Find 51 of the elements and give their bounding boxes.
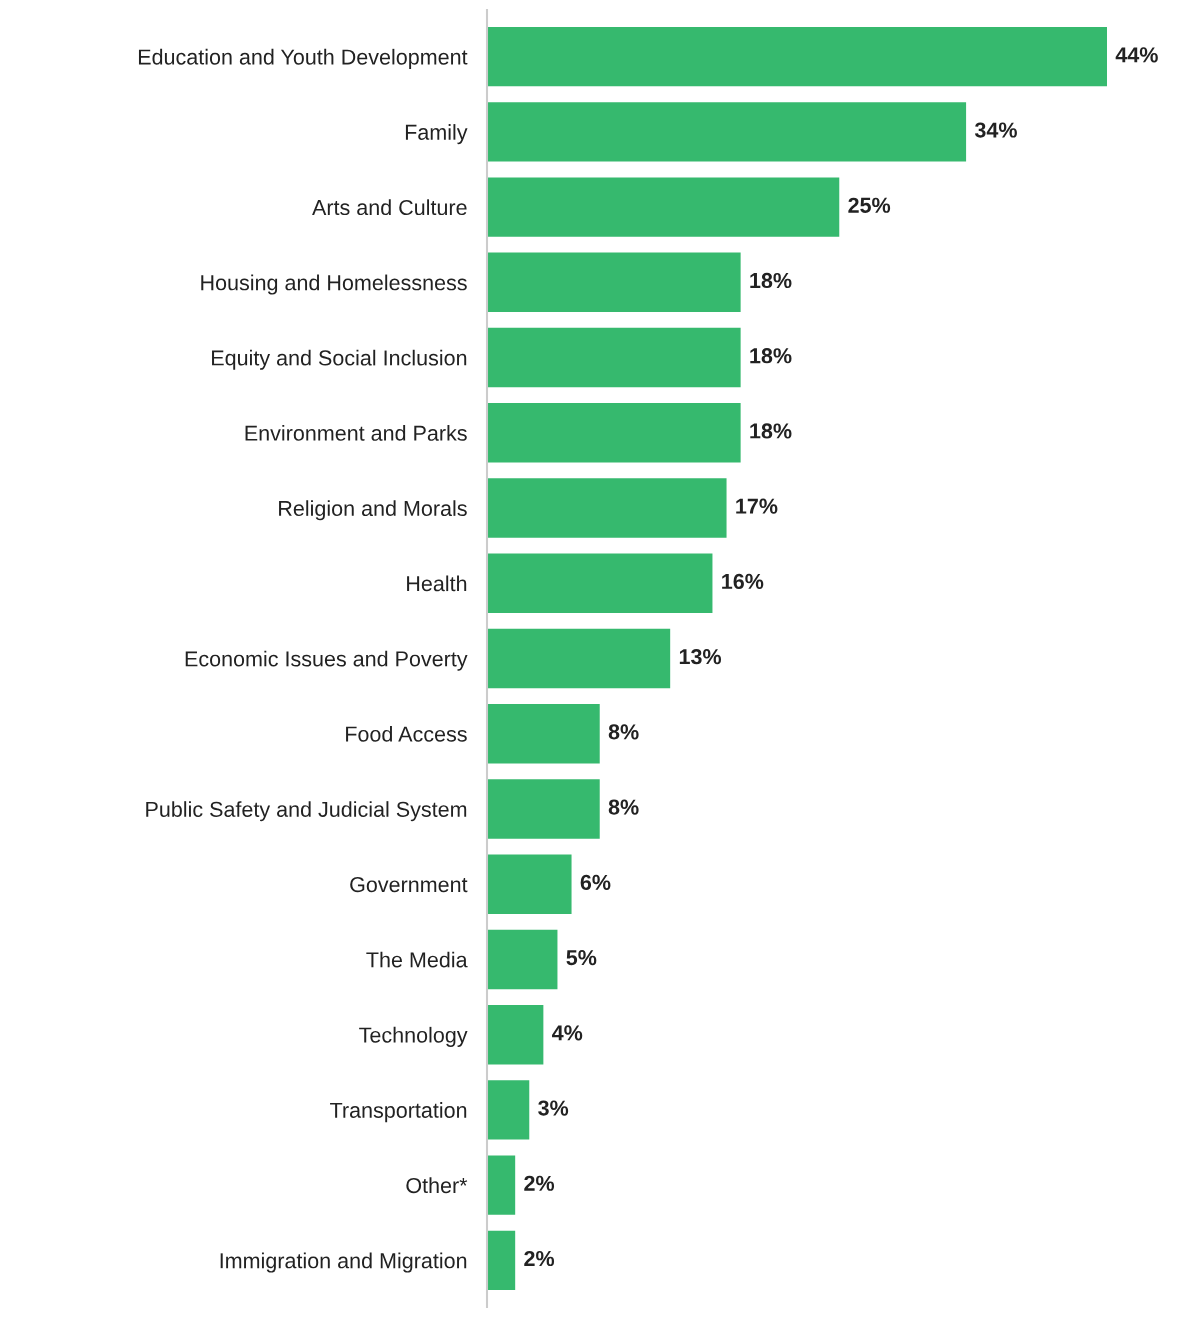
bar <box>487 779 600 839</box>
bar <box>487 704 600 764</box>
y-tick-label: Religion and Morals <box>279 500 467 521</box>
data-label: 18% <box>750 348 792 364</box>
y-tick-label: Arts and Culture <box>312 199 467 216</box>
data-label: 2% <box>524 1250 555 1267</box>
y-tick-label: Environment and Parks <box>245 425 467 441</box>
bar <box>487 252 741 313</box>
data-label: 8% <box>608 724 639 740</box>
data-label: 3% <box>538 1100 569 1116</box>
bar <box>487 1080 530 1140</box>
bar <box>487 26 1107 87</box>
y-tick-label: Immigration and Migration <box>220 1252 467 1273</box>
y-tick-label: The Media <box>366 951 468 968</box>
data-label: 44% <box>1115 47 1158 63</box>
data-label: 18% <box>750 272 792 289</box>
bar <box>487 177 840 237</box>
y-tick-label: Education and Youth Development <box>138 48 468 69</box>
bar <box>487 102 967 162</box>
data-label: 2% <box>524 1175 555 1191</box>
data-label: 13% <box>679 649 722 665</box>
bar <box>487 403 741 463</box>
bar <box>487 628 671 689</box>
y-tick-label: Transportation <box>330 1102 467 1123</box>
y-tick-label: Public Safety and Judicial System <box>146 801 467 822</box>
y-tick-label: Food Access <box>346 725 467 742</box>
data-label: 17% <box>736 498 778 514</box>
bar <box>487 1230 516 1291</box>
data-label: 16% <box>722 573 764 590</box>
bar <box>487 327 741 388</box>
data-label: 25% <box>848 197 891 213</box>
bar <box>487 854 572 914</box>
bar <box>487 929 558 990</box>
y-tick-label: Government <box>350 876 468 893</box>
y-tick-label: Equity and Social Inclusion <box>212 349 467 370</box>
bar <box>487 1004 544 1065</box>
y-tick-label: Technology <box>359 1026 468 1047</box>
data-label: 34% <box>974 122 1017 138</box>
bar <box>487 553 713 613</box>
y-tick-label: Housing and Homelessness <box>201 274 467 295</box>
y-tick-label: Health <box>407 575 467 592</box>
bar <box>487 478 727 538</box>
data-label: 4% <box>552 1025 583 1041</box>
bar <box>487 1155 516 1215</box>
data-label: 5% <box>566 950 597 966</box>
data-label: 18% <box>750 423 792 439</box>
data-label: 6% <box>580 874 611 890</box>
y-tick-label: Other* <box>406 1177 468 1194</box>
y-tick-label: Family <box>405 124 468 145</box>
y-tick-label: Economic Issues and Poverty <box>185 650 468 671</box>
data-label: 8% <box>608 799 639 815</box>
